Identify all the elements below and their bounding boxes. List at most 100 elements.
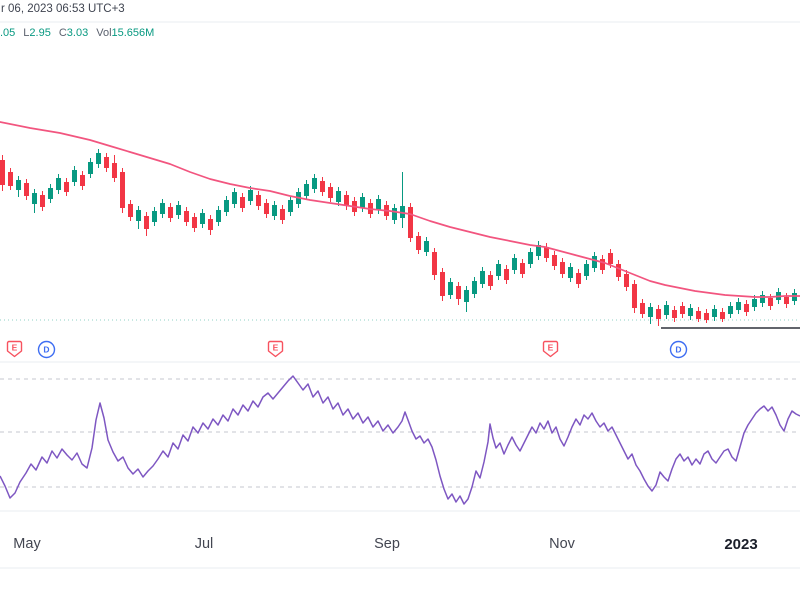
candle-body bbox=[432, 252, 437, 275]
earnings-badge-icon[interactable]: E bbox=[266, 340, 285, 359]
candle-body bbox=[360, 197, 365, 208]
svg-text:D: D bbox=[43, 344, 49, 354]
legend-value: .05 bbox=[0, 27, 16, 39]
candle-body bbox=[200, 213, 205, 224]
candle-body bbox=[672, 310, 677, 318]
candle-body bbox=[160, 203, 165, 214]
candle-body bbox=[120, 172, 125, 208]
candles-series bbox=[0, 149, 797, 326]
candle-body bbox=[704, 313, 709, 320]
candle-body bbox=[280, 209, 285, 220]
svg-text:E: E bbox=[547, 343, 553, 353]
candle-body bbox=[144, 216, 149, 229]
candle-body bbox=[416, 236, 421, 250]
candle-body bbox=[736, 302, 741, 310]
candle-body bbox=[656, 309, 661, 319]
candle-body bbox=[600, 259, 605, 270]
candle-body bbox=[320, 181, 325, 192]
candle-body bbox=[392, 208, 397, 220]
candle-body bbox=[504, 269, 509, 280]
candle-body bbox=[104, 157, 109, 168]
candle-body bbox=[400, 206, 405, 218]
candle-body bbox=[552, 255, 557, 266]
candle-body bbox=[688, 308, 693, 316]
candle-body bbox=[312, 178, 317, 189]
legend-label: L bbox=[23, 27, 30, 39]
moving-average-line[interactable] bbox=[0, 121, 800, 298]
time-tick-nov: Nov bbox=[549, 536, 575, 552]
legend-item-L: L 2.95 bbox=[23, 27, 51, 39]
legend-value: 15.656M bbox=[111, 27, 155, 39]
candle-body bbox=[584, 264, 589, 276]
candle-body bbox=[24, 183, 29, 196]
candle-body bbox=[712, 309, 717, 317]
legend-value: 2.95 bbox=[29, 27, 51, 39]
candle-body bbox=[456, 286, 461, 299]
candle-body bbox=[592, 256, 597, 268]
candle-body bbox=[768, 298, 773, 306]
candle-body bbox=[16, 180, 21, 190]
candle-body bbox=[208, 219, 213, 230]
candle-body bbox=[488, 275, 493, 286]
candle-body bbox=[112, 163, 117, 178]
time-tick-2023: 2023 bbox=[724, 536, 758, 553]
candle-body bbox=[512, 258, 517, 270]
candle-body bbox=[376, 199, 381, 210]
candle-body bbox=[64, 182, 69, 192]
candle-body bbox=[792, 293, 797, 301]
candle-body bbox=[232, 192, 237, 204]
candle-body bbox=[520, 263, 525, 274]
candle-body bbox=[648, 307, 653, 317]
candle-body bbox=[480, 271, 485, 284]
time-tick-jul: Jul bbox=[194, 536, 214, 552]
candle-body bbox=[344, 195, 349, 206]
datetime-label: r 06, 2023 06:53 UTC+3 bbox=[1, 3, 125, 15]
candle-body bbox=[544, 247, 549, 258]
candle-body bbox=[616, 264, 621, 277]
dividends-badge-icon[interactable]: D bbox=[37, 340, 56, 359]
candle-body bbox=[0, 160, 5, 185]
candle-body bbox=[496, 264, 501, 276]
candle-body bbox=[424, 241, 429, 252]
dividends-badge-icon[interactable]: D bbox=[669, 340, 688, 359]
candle-body bbox=[664, 305, 669, 315]
candle-body bbox=[272, 205, 277, 216]
svg-text:D: D bbox=[675, 344, 681, 354]
time-tick-sep: Sep bbox=[374, 536, 400, 552]
legend-label: C bbox=[58, 27, 67, 39]
candle-body bbox=[264, 203, 269, 214]
svg-text:E: E bbox=[272, 343, 278, 353]
candle-body bbox=[608, 253, 613, 264]
candle-body bbox=[152, 211, 157, 222]
candle-body bbox=[464, 290, 469, 302]
candle-body bbox=[328, 187, 333, 198]
candle-body bbox=[528, 252, 533, 264]
candle-body bbox=[472, 281, 477, 294]
candle-body bbox=[96, 153, 101, 164]
candle-body bbox=[304, 184, 309, 196]
candle-body bbox=[696, 311, 701, 319]
candle-body bbox=[440, 272, 445, 296]
time-tick-may: May bbox=[13, 536, 41, 552]
candle-body bbox=[136, 210, 141, 221]
candle-body bbox=[56, 178, 61, 190]
candle-body bbox=[72, 170, 77, 182]
svg-text:E: E bbox=[11, 343, 17, 353]
candle-body bbox=[336, 191, 341, 202]
candle-body bbox=[8, 172, 13, 186]
time-axis[interactable]: May Jul Sep Nov 2023 bbox=[0, 512, 800, 568]
candle-body bbox=[720, 312, 725, 319]
candle-body bbox=[576, 273, 581, 284]
candle-body bbox=[728, 306, 733, 314]
candle-body bbox=[760, 295, 765, 303]
oscillator-line[interactable] bbox=[0, 375, 800, 505]
earnings-badge-icon[interactable]: E bbox=[541, 340, 560, 359]
candle-body bbox=[640, 303, 645, 314]
earnings-badge-icon[interactable]: E bbox=[5, 340, 24, 359]
candle-body bbox=[288, 200, 293, 212]
legend-item-Vol: Vol 15.656M bbox=[96, 27, 154, 39]
candle-body bbox=[632, 284, 637, 308]
candle-body bbox=[256, 195, 261, 206]
